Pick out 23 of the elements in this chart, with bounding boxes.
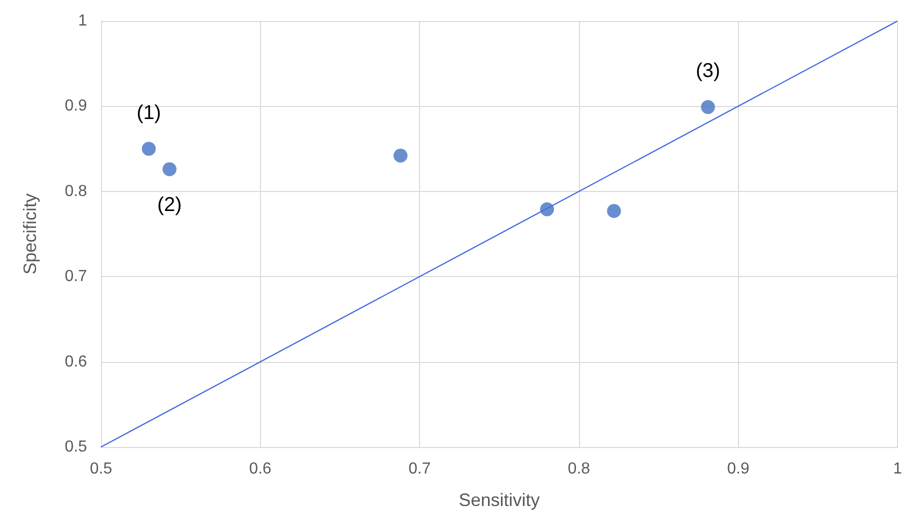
annotation: (1) xyxy=(136,102,162,124)
x-tick-label: 0.6 xyxy=(249,460,272,478)
x-tick-label: 1 xyxy=(893,460,902,478)
x-tick-label: 0.5 xyxy=(90,460,112,478)
y-tick-label: 0.9 xyxy=(64,98,88,115)
point xyxy=(606,204,621,218)
point xyxy=(142,142,156,156)
x-axis-title: Sensitivity xyxy=(458,490,540,510)
y-tick-label: 0.8 xyxy=(64,182,88,200)
annotation: (3) xyxy=(696,60,720,82)
x-tick-label: 0.7 xyxy=(408,460,431,478)
y-tick-label: 0.6 xyxy=(64,353,88,370)
point xyxy=(700,100,715,114)
y-tick-label: 1 xyxy=(78,12,88,30)
point xyxy=(394,148,408,163)
x-tick-label: 0.9 xyxy=(727,460,750,478)
x-tick-label: 0.8 xyxy=(568,460,590,478)
annotation: (2) xyxy=(157,194,182,216)
y-axis-title: Specificity xyxy=(20,193,40,275)
y-tick-label: 0.5 xyxy=(64,438,88,456)
y-tick-label: 0.7 xyxy=(64,268,88,286)
point xyxy=(162,162,177,176)
point xyxy=(540,202,554,216)
